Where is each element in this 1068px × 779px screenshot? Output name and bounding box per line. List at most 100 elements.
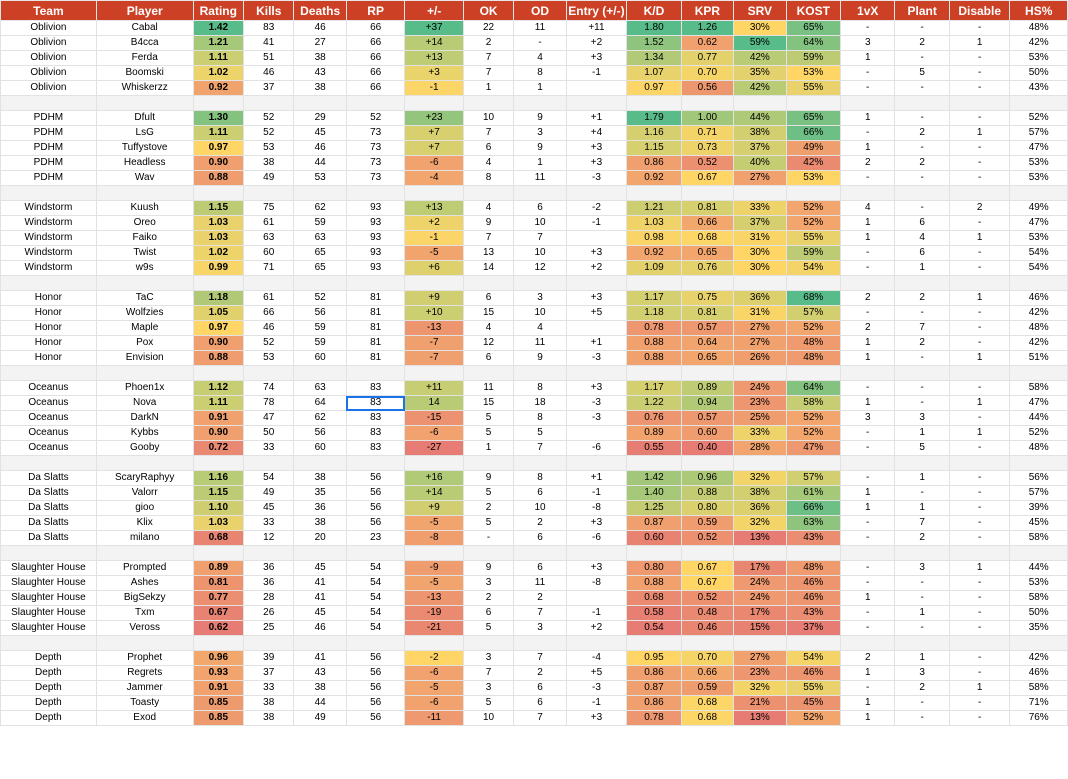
header-plant[interactable]: Plant: [894, 0, 950, 21]
cell-hs[interactable]: 51%: [1009, 350, 1068, 366]
cell-rp[interactable]: 83: [345, 380, 406, 396]
cell-player[interactable]: Oreo: [95, 215, 194, 231]
empty-cell[interactable]: [513, 95, 567, 111]
cell-deaths[interactable]: 45: [293, 560, 347, 576]
cell-srv[interactable]: 31%: [733, 305, 787, 321]
cell-team[interactable]: Depth: [0, 710, 97, 726]
cell-kd[interactable]: 0.89: [626, 425, 682, 441]
cell-player[interactable]: B4cca: [95, 35, 194, 51]
cell-kd[interactable]: 1.07: [626, 65, 682, 81]
cell-kost[interactable]: 61%: [785, 485, 842, 501]
cell-plus-minus[interactable]: -11: [404, 710, 464, 726]
cell-rating[interactable]: 0.93: [192, 665, 245, 681]
cell-player[interactable]: Wav: [95, 170, 194, 186]
cell-hs[interactable]: 52%: [1009, 425, 1068, 441]
cell-team[interactable]: Slaughter House: [0, 560, 97, 576]
cell-hs[interactable]: 76%: [1009, 710, 1068, 726]
cell-kills[interactable]: 49: [243, 485, 295, 501]
cell-plus-minus[interactable]: -4: [404, 170, 464, 186]
cell-1vx[interactable]: -: [839, 260, 896, 276]
cell-srv[interactable]: 37%: [733, 140, 787, 156]
cell-ok[interactable]: 2: [462, 590, 515, 606]
cell-plant[interactable]: 1: [894, 425, 950, 441]
cell-kost[interactable]: 47%: [785, 440, 842, 456]
cell-od[interactable]: 11: [513, 20, 567, 36]
cell-1vx[interactable]: 3: [839, 35, 896, 51]
empty-cell[interactable]: [513, 455, 567, 471]
cell-rp[interactable]: 93: [345, 230, 406, 246]
cell-disable[interactable]: -: [948, 110, 1011, 126]
cell-kd[interactable]: 0.80: [626, 560, 682, 576]
cell-od[interactable]: 5: [513, 425, 567, 441]
cell-plus-minus[interactable]: +13: [404, 50, 464, 66]
cell-kills[interactable]: 51: [243, 50, 295, 66]
cell-srv[interactable]: 35%: [733, 65, 787, 81]
cell-entry[interactable]: +5: [565, 665, 628, 681]
cell-kost[interactable]: 66%: [785, 125, 842, 141]
cell-disable[interactable]: -: [948, 260, 1011, 276]
cell-player[interactable]: Faiko: [95, 230, 194, 246]
cell-hs[interactable]: 42%: [1009, 335, 1068, 351]
header-rp[interactable]: RP: [345, 0, 406, 21]
cell-team[interactable]: Windstorm: [0, 260, 97, 276]
cell-rating[interactable]: 0.89: [192, 560, 245, 576]
cell-plant[interactable]: -: [894, 20, 950, 36]
cell-kpr[interactable]: 0.52: [680, 530, 735, 546]
cell-deaths[interactable]: 56: [293, 305, 347, 321]
cell-plus-minus[interactable]: -1: [404, 230, 464, 246]
cell-player[interactable]: Prompted: [95, 560, 194, 576]
cell-kills[interactable]: 33: [243, 680, 295, 696]
empty-cell[interactable]: [894, 455, 950, 471]
cell-od[interactable]: 4: [513, 50, 567, 66]
cell-player[interactable]: Regrets: [95, 665, 194, 681]
cell-od[interactable]: 9: [513, 350, 567, 366]
cell-disable[interactable]: -: [948, 380, 1011, 396]
empty-cell[interactable]: [192, 455, 245, 471]
cell-kd[interactable]: 0.87: [626, 680, 682, 696]
cell-srv[interactable]: 37%: [733, 215, 787, 231]
cell-rp[interactable]: 56: [345, 650, 406, 666]
cell-rating[interactable]: 0.91: [192, 680, 245, 696]
cell-rating[interactable]: 1.02: [192, 245, 245, 261]
cell-entry[interactable]: +3: [565, 380, 628, 396]
cell-hs[interactable]: 46%: [1009, 665, 1068, 681]
header-ok[interactable]: OK: [462, 0, 515, 21]
cell-entry[interactable]: +1: [565, 110, 628, 126]
cell-kost[interactable]: 52%: [785, 200, 842, 216]
empty-cell[interactable]: [1009, 455, 1068, 471]
cell-od[interactable]: 4: [513, 320, 567, 336]
cell-1vx[interactable]: -: [839, 305, 896, 321]
cell-ok[interactable]: 6: [462, 140, 515, 156]
cell-plus-minus[interactable]: +7: [404, 140, 464, 156]
cell-rating[interactable]: 1.11: [192, 125, 245, 141]
header-entry[interactable]: Entry (+/-): [565, 0, 628, 21]
cell-kpr[interactable]: 0.96: [680, 470, 735, 486]
cell-plus-minus[interactable]: -6: [404, 155, 464, 171]
cell-ok[interactable]: 12: [462, 335, 515, 351]
empty-cell[interactable]: [839, 185, 896, 201]
cell-kpr[interactable]: 0.81: [680, 305, 735, 321]
cell-1vx[interactable]: 1: [839, 110, 896, 126]
cell-srv[interactable]: 36%: [733, 290, 787, 306]
cell-plus-minus[interactable]: -8: [404, 530, 464, 546]
cell-rp[interactable]: 93: [345, 200, 406, 216]
empty-cell[interactable]: [565, 185, 628, 201]
cell-kills[interactable]: 53: [243, 140, 295, 156]
cell-ok[interactable]: 7: [462, 665, 515, 681]
cell-od[interactable]: 2: [513, 515, 567, 531]
cell-kd[interactable]: 0.60: [626, 530, 682, 546]
cell-rp[interactable]: 56: [345, 500, 406, 516]
cell-rp[interactable]: 83: [345, 395, 406, 411]
empty-cell[interactable]: [948, 545, 1011, 561]
cell-rp[interactable]: 66: [345, 20, 406, 36]
empty-cell[interactable]: [192, 365, 245, 381]
cell-srv[interactable]: 15%: [733, 620, 787, 636]
cell-srv[interactable]: 26%: [733, 350, 787, 366]
cell-disable[interactable]: -: [948, 650, 1011, 666]
cell-kpr[interactable]: 0.67: [680, 170, 735, 186]
cell-1vx[interactable]: 4: [839, 200, 896, 216]
cell-kost[interactable]: 52%: [785, 710, 842, 726]
empty-cell[interactable]: [894, 545, 950, 561]
header-disable[interactable]: Disable: [948, 0, 1011, 21]
cell-entry[interactable]: +3: [565, 50, 628, 66]
